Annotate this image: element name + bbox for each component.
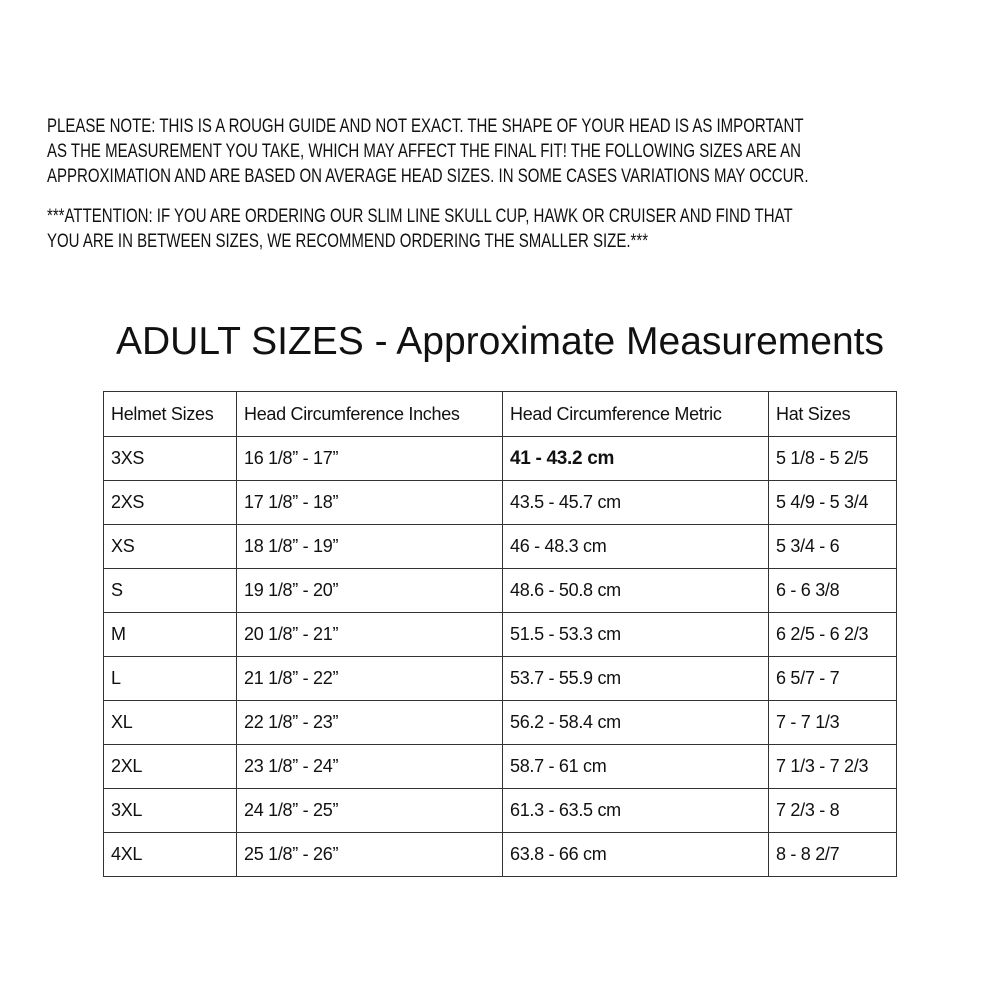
table-row: 2XL 23 1/8” - 24” 58.7 - 61 cm 7 1/3 - 7 2/… [103, 744, 897, 789]
helmet-size-cell: 4XL [103, 832, 237, 877]
table-row: 4XL 25 1/8” - 26” 63.8 - 66 cm 8 - 8 2/7 [103, 832, 897, 877]
hat-size-cell: 7 1/3 - 7 2/3 [768, 744, 897, 789]
page-title: ADULT SIZES - Approximate Measurements [115, 320, 884, 363]
table-header-row: Helmet Sizes Head Circumference Inches H… [103, 391, 897, 437]
helmet-size-cell: 3XL [103, 788, 237, 833]
helmet-size-cell: 2XS [103, 480, 237, 525]
inches-cell: 16 1/8” - 17” [236, 436, 503, 481]
inches-cell: 24 1/8” - 25” [236, 788, 503, 833]
helmet-size-cell: M [103, 612, 237, 657]
inches-cell: 18 1/8” - 19” [236, 524, 503, 569]
table-row: XL 22 1/8” - 23” 56.2 - 58.4 cm 7 - 7 1/3 [103, 700, 897, 745]
helmet-size-cell: L [103, 656, 237, 701]
hat-size-cell: 7 2/3 - 8 [768, 788, 897, 833]
metric-cell: 56.2 - 58.4 cm [502, 700, 769, 745]
hat-size-cell: 7 - 7 1/3 [768, 700, 897, 745]
header-metric: Head Circumference Metric [502, 391, 769, 437]
hat-size-cell: 6 2/5 - 6 2/3 [768, 612, 897, 657]
metric-cell: 61.3 - 63.5 cm [502, 788, 769, 833]
table-row: 2XS 17 1/8” - 18” 43.5 - 45.7 cm 5 4/9 - 5 … [103, 480, 897, 525]
inches-cell: 20 1/8” - 21” [236, 612, 503, 657]
hat-size-cell: 8 - 8 2/7 [768, 832, 897, 877]
table-row: S 19 1/8” - 20” 48.6 - 50.8 cm 6 - 6 3/8 [103, 568, 897, 613]
helmet-size-cell: S [103, 568, 237, 613]
hat-size-cell: 5 4/9 - 5 3/4 [768, 480, 897, 525]
metric-cell: 58.7 - 61 cm [502, 744, 769, 789]
size-table: Helmet Sizes Head Circumference Inches H… [103, 391, 897, 877]
hat-size-cell: 6 - 6 3/8 [768, 568, 897, 613]
table-row: L 21 1/8” - 22” 53.7 - 55.9 cm 6 5/7 - 7 [103, 656, 897, 701]
fit-disclaimer: PLEASE NOTE: THIS IS A ROUGH GUIDE AND N… [47, 114, 809, 189]
hat-size-cell: 6 5/7 - 7 [768, 656, 897, 701]
inches-cell: 23 1/8” - 24” [236, 744, 503, 789]
attention-line: ***ATTENTION: IF YOU ARE ORDERING OUR SL… [47, 206, 793, 227]
metric-cell: 63.8 - 66 cm [502, 832, 769, 877]
metric-cell: 51.5 - 53.3 cm [502, 612, 769, 657]
hat-size-cell: 5 1/8 - 5 2/5 [768, 436, 897, 481]
metric-cell: 43.5 - 45.7 cm [502, 480, 769, 525]
header-helmet-sizes: Helmet Sizes [103, 391, 237, 437]
inches-cell: 25 1/8” - 26” [236, 832, 503, 877]
disclaimer-line: APPROXIMATION AND ARE BASED ON AVERAGE H… [47, 166, 809, 187]
helmet-size-cell: 2XL [103, 744, 237, 789]
table-row: 3XS 16 1/8” - 17” 41 - 43.2 cm 5 1/8 - 5 2/… [103, 436, 897, 481]
table-row: 3XL 24 1/8” - 25” 61.3 - 63.5 cm 7 2/3 - 8 [103, 788, 897, 833]
metric-cell: 41 - 43.2 cm [502, 436, 769, 481]
attention-line: YOU ARE IN BETWEEN SIZES, WE RECOMMEND O… [47, 231, 649, 252]
helmet-size-cell: XL [103, 700, 237, 745]
header-inches: Head Circumference Inches [236, 391, 503, 437]
table-row: XS 18 1/8” - 19” 46 - 48.3 cm 5 3/4 - 6 [103, 524, 897, 569]
hat-size-cell: 5 3/4 - 6 [768, 524, 897, 569]
inches-cell: 19 1/8” - 20” [236, 568, 503, 613]
metric-cell: 53.7 - 55.9 cm [502, 656, 769, 701]
helmet-size-cell: 3XS [103, 436, 237, 481]
helmet-size-cell: XS [103, 524, 237, 569]
inches-cell: 17 1/8” - 18” [236, 480, 503, 525]
disclaimer-line: AS THE MEASUREMENT YOU TAKE, WHICH MAY A… [47, 141, 801, 162]
inches-cell: 21 1/8” - 22” [236, 656, 503, 701]
metric-cell: 46 - 48.3 cm [502, 524, 769, 569]
attention-note: ***ATTENTION: IF YOU ARE ORDERING OUR SL… [47, 204, 793, 254]
table-row: M 20 1/8” - 21” 51.5 - 53.3 cm 6 2/5 - 6 2/… [103, 612, 897, 657]
inches-cell: 22 1/8” - 23” [236, 700, 503, 745]
metric-cell: 48.6 - 50.8 cm [502, 568, 769, 613]
header-hat-sizes: Hat Sizes [768, 391, 897, 437]
disclaimer-line: PLEASE NOTE: THIS IS A ROUGH GUIDE AND N… [47, 116, 804, 137]
